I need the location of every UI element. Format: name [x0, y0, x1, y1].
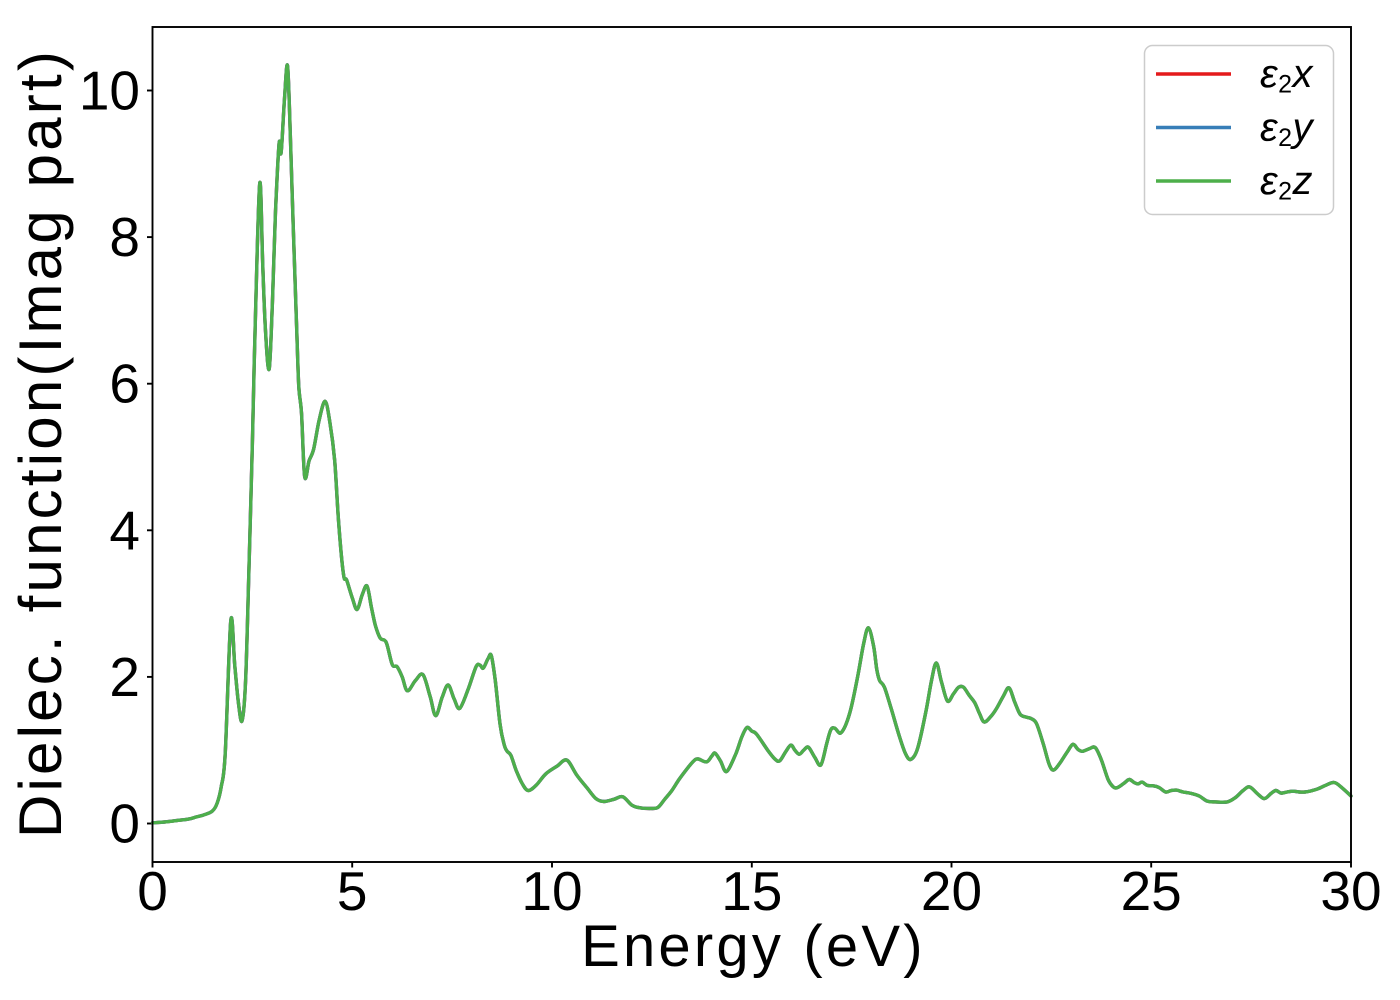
svg-text:15: 15 — [721, 860, 782, 922]
svg-text:25: 25 — [1121, 860, 1182, 922]
svg-text:4: 4 — [109, 499, 140, 561]
svg-text:Dielec. function(Imag part): Dielec. function(Imag part) — [7, 48, 74, 838]
svg-text:ε2y: ε2y — [1260, 106, 1315, 153]
svg-text:Energy (eV): Energy (eV) — [581, 914, 926, 979]
svg-text:0: 0 — [137, 860, 168, 922]
svg-text:20: 20 — [921, 860, 982, 922]
svg-text:10: 10 — [521, 860, 582, 922]
svg-text:ε2z: ε2z — [1260, 159, 1313, 206]
svg-text:8: 8 — [109, 206, 140, 268]
svg-text:0: 0 — [109, 793, 140, 855]
svg-text:5: 5 — [337, 860, 368, 922]
svg-text:6: 6 — [109, 353, 140, 415]
svg-text:30: 30 — [1320, 860, 1381, 922]
svg-text:2: 2 — [109, 646, 140, 708]
svg-text:10: 10 — [79, 60, 140, 122]
svg-text:ε2x: ε2x — [1260, 52, 1314, 99]
